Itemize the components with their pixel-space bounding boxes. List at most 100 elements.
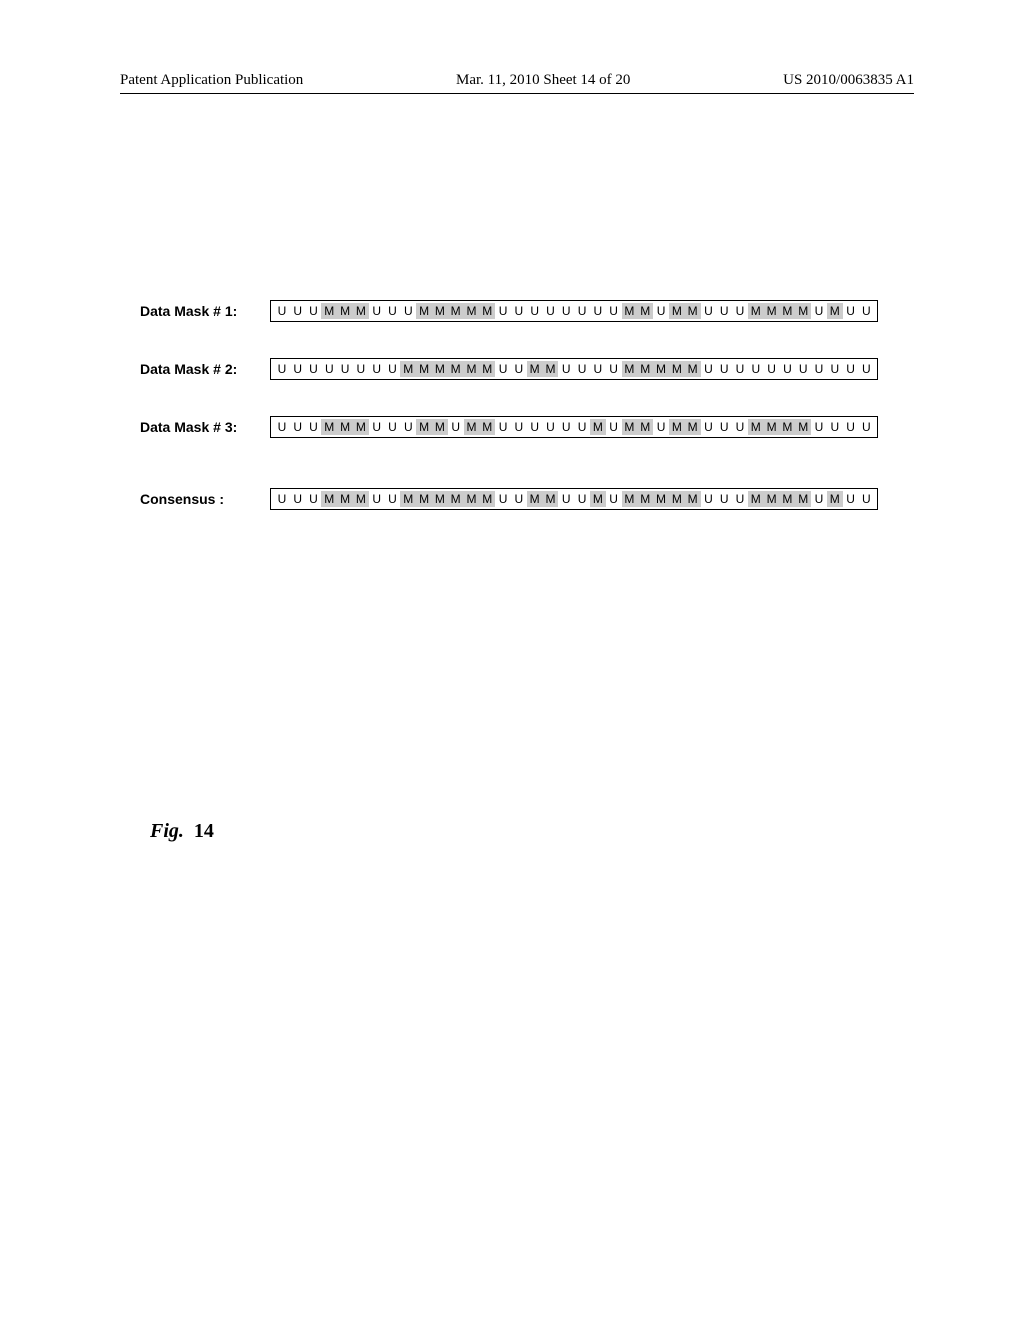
mask-cell: M	[795, 491, 811, 507]
mask-cell: M	[464, 491, 480, 507]
mask-cell: M	[669, 303, 685, 319]
consensus-row: Consensus : UUUMMMUUMMMMMMUUMMUUMUMMMMMU…	[140, 488, 924, 510]
mask-row-3: Data Mask # 3: UUUMMMUUUMMUMMUUUUUUMUMMU…	[140, 416, 924, 438]
header-center: Mar. 11, 2010 Sheet 14 of 20	[456, 72, 630, 89]
masks-content: Data Mask # 1: UUUMMMUUUMMMMMUUUUUUUUMMU…	[140, 300, 924, 546]
page-header: Patent Application Publication Mar. 11, …	[120, 72, 914, 94]
mask-cell: M	[448, 491, 464, 507]
mask-cell: U	[701, 419, 717, 435]
mask-cell: U	[306, 491, 322, 507]
mask-cell: M	[416, 303, 432, 319]
figure-number: 14	[189, 820, 214, 842]
mask-cell: U	[590, 303, 606, 319]
mask-cell: M	[448, 361, 464, 377]
mask-cell: M	[464, 361, 480, 377]
mask-cell: M	[590, 419, 606, 435]
mask-cell: M	[321, 303, 337, 319]
mask-cell: M	[669, 361, 685, 377]
mask-cell: M	[432, 419, 448, 435]
mask-label-3: Data Mask # 3:	[140, 419, 270, 435]
mask-cell: U	[858, 303, 874, 319]
mask-cell: M	[416, 491, 432, 507]
mask-cell: M	[764, 419, 780, 435]
mask-cell: U	[527, 419, 543, 435]
mask-cell: M	[780, 491, 796, 507]
mask-cell: M	[464, 303, 480, 319]
mask-cell: M	[464, 419, 480, 435]
mask-cell: M	[795, 419, 811, 435]
mask-cell: M	[321, 419, 337, 435]
mask-cell: U	[653, 419, 669, 435]
mask-cell: M	[527, 361, 543, 377]
mask-cell: U	[811, 491, 827, 507]
mask-cell: M	[543, 361, 559, 377]
mask-cell: U	[527, 303, 543, 319]
mask-box-3: UUUMMMUUUMMUMMUUUUUUMUMMUMMUUUMMMMUUUU	[270, 416, 878, 438]
mask-cell: U	[511, 303, 527, 319]
mask-cell: U	[764, 361, 780, 377]
mask-cell: U	[827, 361, 843, 377]
mask-cell: U	[701, 491, 717, 507]
mask-box-2: UUUUUUUUMMMMMMUUMMUUUUMMMMMUUUUUUUUUUU	[270, 358, 878, 380]
mask-cell: U	[558, 361, 574, 377]
mask-cell: U	[858, 491, 874, 507]
mask-cell: U	[606, 303, 622, 319]
header-left: Patent Application Publication	[120, 72, 303, 89]
mask-box-1: UUUMMMUUUMMMMMUUUUUUUUMMUMMUUUMMMMUMUU	[270, 300, 878, 322]
mask-cell: M	[448, 303, 464, 319]
mask-cell: M	[337, 303, 353, 319]
mask-cell: U	[543, 419, 559, 435]
mask-cell: U	[369, 491, 385, 507]
mask-cell: U	[716, 419, 732, 435]
mask-cell: U	[290, 303, 306, 319]
mask-cell: U	[321, 361, 337, 377]
mask-cell: M	[479, 419, 495, 435]
mask-cell: U	[290, 419, 306, 435]
mask-cell: M	[353, 303, 369, 319]
mask-cell: M	[622, 361, 638, 377]
figure-prefix: Fig.	[150, 820, 184, 842]
mask-cell: M	[416, 361, 432, 377]
mask-cell: U	[543, 303, 559, 319]
mask-cell: U	[574, 361, 590, 377]
mask-cell: U	[732, 491, 748, 507]
mask-cell: M	[337, 491, 353, 507]
mask-cell: U	[511, 491, 527, 507]
mask-cell: M	[748, 419, 764, 435]
mask-cell: M	[400, 361, 416, 377]
mask-label-2: Data Mask # 2:	[140, 361, 270, 377]
mask-cell: M	[748, 303, 764, 319]
mask-cell: U	[843, 361, 859, 377]
mask-cell: M	[637, 303, 653, 319]
mask-cell: U	[495, 491, 511, 507]
mask-cell: U	[369, 361, 385, 377]
mask-cell: U	[337, 361, 353, 377]
mask-cell: M	[685, 303, 701, 319]
mask-cell: M	[764, 303, 780, 319]
mask-cell: M	[685, 361, 701, 377]
mask-cell: U	[385, 419, 401, 435]
mask-cell: M	[748, 491, 764, 507]
mask-cell: U	[495, 419, 511, 435]
mask-cell: M	[321, 491, 337, 507]
mask-cell: U	[606, 491, 622, 507]
mask-cell: U	[606, 361, 622, 377]
mask-cell: M	[400, 491, 416, 507]
mask-cell: U	[385, 361, 401, 377]
mask-cell: U	[511, 361, 527, 377]
mask-label-1: Data Mask # 1:	[140, 303, 270, 319]
mask-cell: M	[527, 491, 543, 507]
mask-cell: U	[843, 491, 859, 507]
mask-cell: U	[811, 419, 827, 435]
mask-cell: U	[811, 361, 827, 377]
mask-cell: U	[732, 303, 748, 319]
mask-cell: U	[495, 361, 511, 377]
mask-cell: U	[716, 491, 732, 507]
mask-cell: M	[337, 419, 353, 435]
mask-cell: M	[622, 491, 638, 507]
mask-cell: M	[764, 491, 780, 507]
mask-cell: M	[669, 491, 685, 507]
mask-cell: U	[274, 419, 290, 435]
mask-cell: U	[858, 361, 874, 377]
mask-cell: U	[558, 491, 574, 507]
